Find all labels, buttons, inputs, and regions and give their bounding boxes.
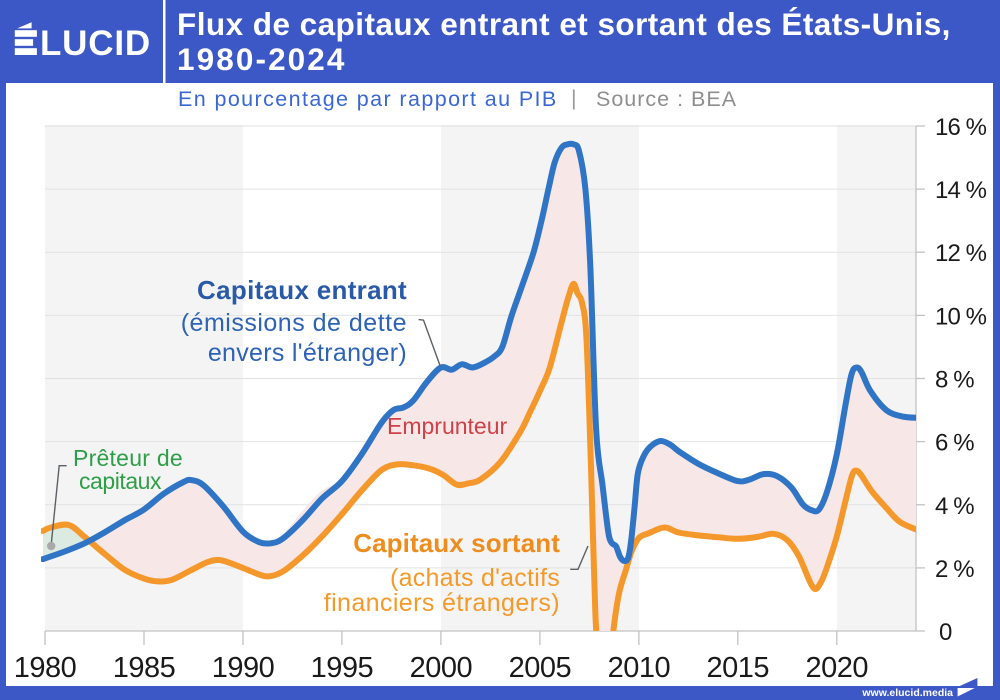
svg-text:2000: 2000: [410, 652, 473, 684]
svg-text:1990: 1990: [212, 652, 275, 684]
svg-text:2005: 2005: [509, 652, 572, 684]
svg-text:6 %: 6 %: [935, 430, 974, 457]
svg-text:2010: 2010: [608, 652, 671, 684]
svg-text:2 %: 2 %: [935, 556, 974, 583]
svg-text:14 %: 14 %: [935, 177, 987, 204]
svg-text:1980: 1980: [14, 652, 77, 684]
svg-text:www.elucid.media: www.elucid.media: [861, 687, 953, 699]
svg-text:1995: 1995: [311, 652, 374, 684]
svg-text:0: 0: [939, 619, 952, 646]
svg-text:2020: 2020: [806, 652, 869, 684]
svg-text:16 %: 16 %: [935, 114, 987, 141]
svg-text:Emprunteur: Emprunteur: [387, 413, 508, 439]
svg-text:12 %: 12 %: [935, 240, 987, 267]
svg-text:1980-2024: 1980-2024: [177, 41, 347, 77]
svg-text:(émissions de dette: (émissions de dette: [181, 309, 407, 337]
svg-text:Source : BEA: Source : BEA: [596, 87, 737, 111]
svg-text:Flux de capitaux entrant et so: Flux de capitaux entrant et sortant des …: [177, 6, 951, 42]
svg-text:envers l'étranger): envers l'étranger): [208, 339, 407, 367]
svg-text:4 %: 4 %: [935, 493, 974, 520]
svg-text:capitaux: capitaux: [79, 468, 162, 494]
svg-text:financiers étrangers): financiers étrangers): [324, 589, 560, 617]
svg-text:Capitaux entrant: Capitaux entrant: [197, 275, 407, 305]
svg-text:LUCID: LUCID: [40, 24, 151, 63]
svg-text:8 %: 8 %: [935, 367, 974, 394]
svg-text:(achats d'actifs: (achats d'actifs: [390, 564, 560, 592]
svg-text:2015: 2015: [707, 652, 770, 684]
svg-text:1985: 1985: [113, 652, 176, 684]
svg-text:Capitaux sortant: Capitaux sortant: [353, 528, 560, 558]
svg-text:|: |: [571, 86, 577, 110]
svg-text:Prêteur de: Prêteur de: [73, 445, 183, 471]
svg-text:10 %: 10 %: [935, 303, 987, 330]
svg-text:En pourcentage par rapport au: En pourcentage par rapport au PIB: [178, 87, 558, 111]
